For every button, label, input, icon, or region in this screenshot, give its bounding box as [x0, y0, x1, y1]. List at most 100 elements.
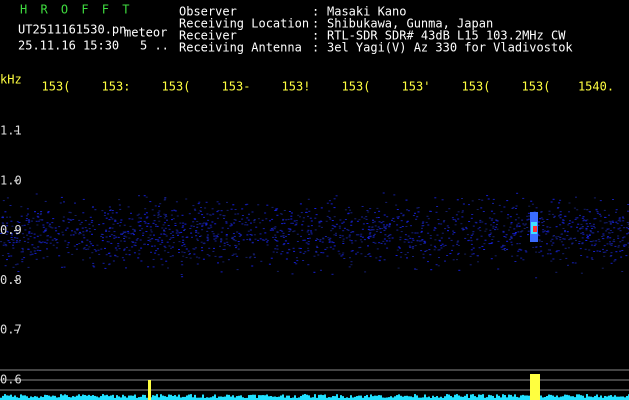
- noise: [28, 220, 31, 222]
- field-value: Shibukawa, Gunma, Japan: [327, 17, 493, 31]
- noise: [16, 240, 18, 242]
- noise: [504, 236, 507, 238]
- level-trace: [204, 397, 206, 400]
- noise: [404, 254, 407, 256]
- noise: [201, 250, 204, 252]
- noise: [171, 246, 174, 248]
- noise: [618, 217, 621, 219]
- noise: [429, 254, 432, 256]
- noise: [610, 244, 613, 246]
- noise: [425, 221, 428, 223]
- noise: [335, 195, 338, 197]
- level-trace: [218, 396, 220, 400]
- noise: [295, 257, 298, 259]
- noise: [538, 221, 540, 223]
- noise: [232, 238, 235, 240]
- noise: [98, 253, 101, 255]
- noise: [196, 221, 199, 222]
- noise: [27, 223, 30, 225]
- noise: [296, 233, 299, 235]
- noise: [527, 218, 530, 220]
- file-name: UT2511161530.pn: [18, 23, 126, 37]
- level-trace: [212, 396, 214, 400]
- level-trace: [210, 397, 212, 400]
- noise: [288, 231, 291, 232]
- noise: [17, 227, 20, 229]
- noise: [85, 229, 88, 231]
- noise: [205, 222, 208, 224]
- noise: [137, 221, 140, 223]
- noise: [197, 203, 200, 205]
- noise: [276, 214, 279, 216]
- noise: [157, 212, 160, 214]
- noise: [70, 234, 72, 236]
- noise: [440, 237, 443, 239]
- noise: [564, 215, 567, 217]
- noise: [325, 220, 328, 222]
- level-trace: [84, 394, 86, 400]
- noise: [266, 204, 269, 206]
- noise: [246, 203, 249, 205]
- level-trace: [624, 397, 626, 400]
- level-trace: [450, 395, 452, 400]
- noise: [594, 243, 597, 245]
- noise: [500, 211, 503, 213]
- noise: [249, 239, 252, 241]
- noise: [568, 211, 570, 213]
- noise: [179, 222, 182, 224]
- noise: [422, 253, 425, 255]
- noise: [512, 206, 515, 208]
- noise: [330, 230, 333, 232]
- noise: [40, 211, 43, 212]
- noise: [434, 227, 437, 229]
- noise: [6, 230, 9, 232]
- level-trace: [440, 396, 442, 400]
- noise: [339, 219, 342, 221]
- noise: [2, 200, 5, 202]
- level-trace: [384, 397, 386, 400]
- noise: [622, 220, 625, 222]
- noise: [516, 224, 519, 226]
- noise: [314, 217, 317, 219]
- noise: [551, 238, 554, 240]
- noise: [206, 254, 209, 256]
- noise: [372, 235, 375, 237]
- noise: [65, 229, 67, 231]
- level-trace: [8, 395, 10, 400]
- noise: [433, 229, 436, 231]
- noise: [376, 207, 379, 209]
- noise: [581, 217, 584, 219]
- noise: [172, 218, 175, 220]
- noise: [192, 205, 195, 207]
- level-trace: [146, 397, 148, 400]
- noise: [422, 221, 425, 223]
- noise: [405, 226, 408, 227]
- noise: [357, 234, 360, 236]
- noise: [555, 271, 558, 273]
- noise: [192, 248, 195, 250]
- noise: [27, 213, 29, 215]
- noise: [556, 207, 559, 209]
- noise: [272, 251, 275, 253]
- noise: [307, 229, 310, 231]
- noise: [602, 233, 605, 235]
- noise: [81, 242, 84, 243]
- noise: [296, 260, 299, 262]
- freq-label: 0.9: [0, 223, 22, 237]
- noise: [513, 228, 516, 230]
- noise: [617, 246, 620, 248]
- level-trace: [348, 397, 350, 400]
- noise: [434, 197, 437, 199]
- level-trace: [206, 397, 208, 400]
- noise: [568, 239, 571, 241]
- noise: [495, 219, 498, 221]
- noise: [470, 237, 472, 239]
- noise: [121, 233, 123, 235]
- noise: [510, 236, 513, 238]
- noise: [503, 225, 506, 227]
- noise: [494, 229, 496, 231]
- noise: [375, 231, 378, 232]
- noise: [89, 231, 92, 233]
- level-trace: [330, 397, 332, 400]
- noise: [360, 253, 363, 255]
